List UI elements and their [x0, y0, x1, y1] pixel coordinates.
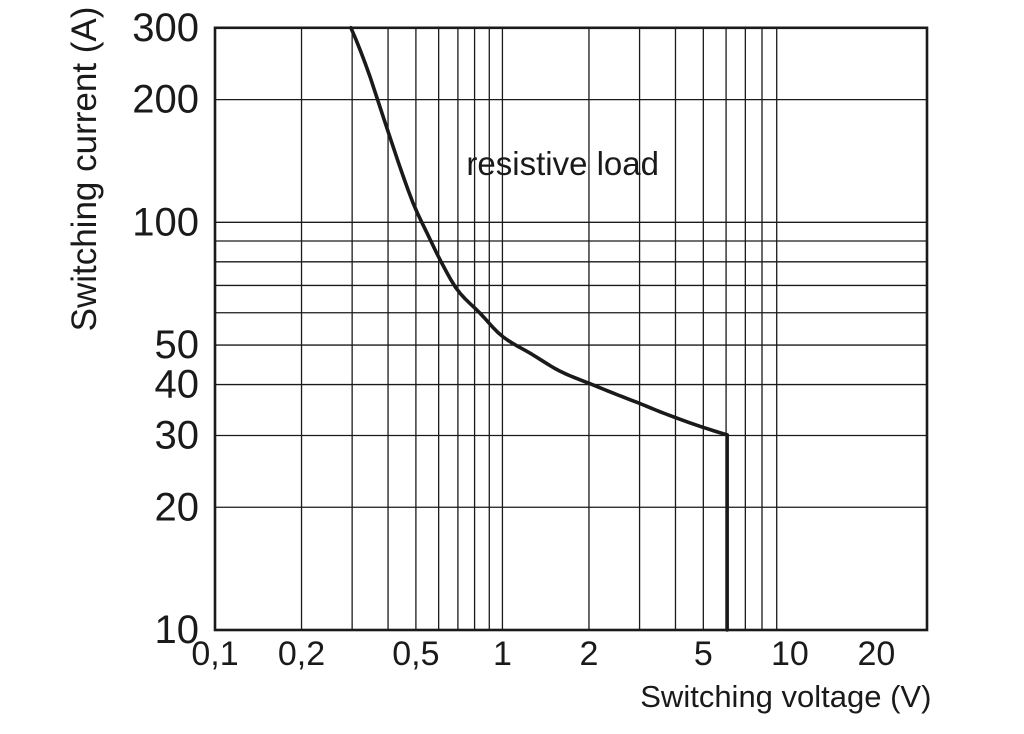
svg-text:20: 20	[857, 635, 895, 673]
svg-text:Switching current (A): Switching current (A)	[65, 7, 104, 332]
svg-text:0,1: 0,1	[191, 635, 238, 673]
svg-text:100: 100	[132, 200, 199, 244]
svg-text:1: 1	[493, 635, 512, 673]
svg-text:50: 50	[155, 323, 200, 367]
svg-text:10: 10	[771, 635, 809, 673]
svg-text:2: 2	[579, 635, 598, 673]
svg-text:0,2: 0,2	[278, 635, 325, 673]
svg-text:resistive load: resistive load	[466, 145, 659, 182]
svg-text:Switching voltage (V): Switching voltage (V)	[640, 679, 931, 714]
svg-text:200: 200	[132, 78, 199, 122]
svg-text:300: 300	[132, 6, 199, 50]
svg-text:20: 20	[155, 485, 200, 529]
svg-text:30: 30	[155, 413, 200, 457]
svg-text:5: 5	[694, 635, 713, 673]
svg-text:40: 40	[155, 363, 200, 407]
svg-text:0,5: 0,5	[392, 635, 439, 673]
